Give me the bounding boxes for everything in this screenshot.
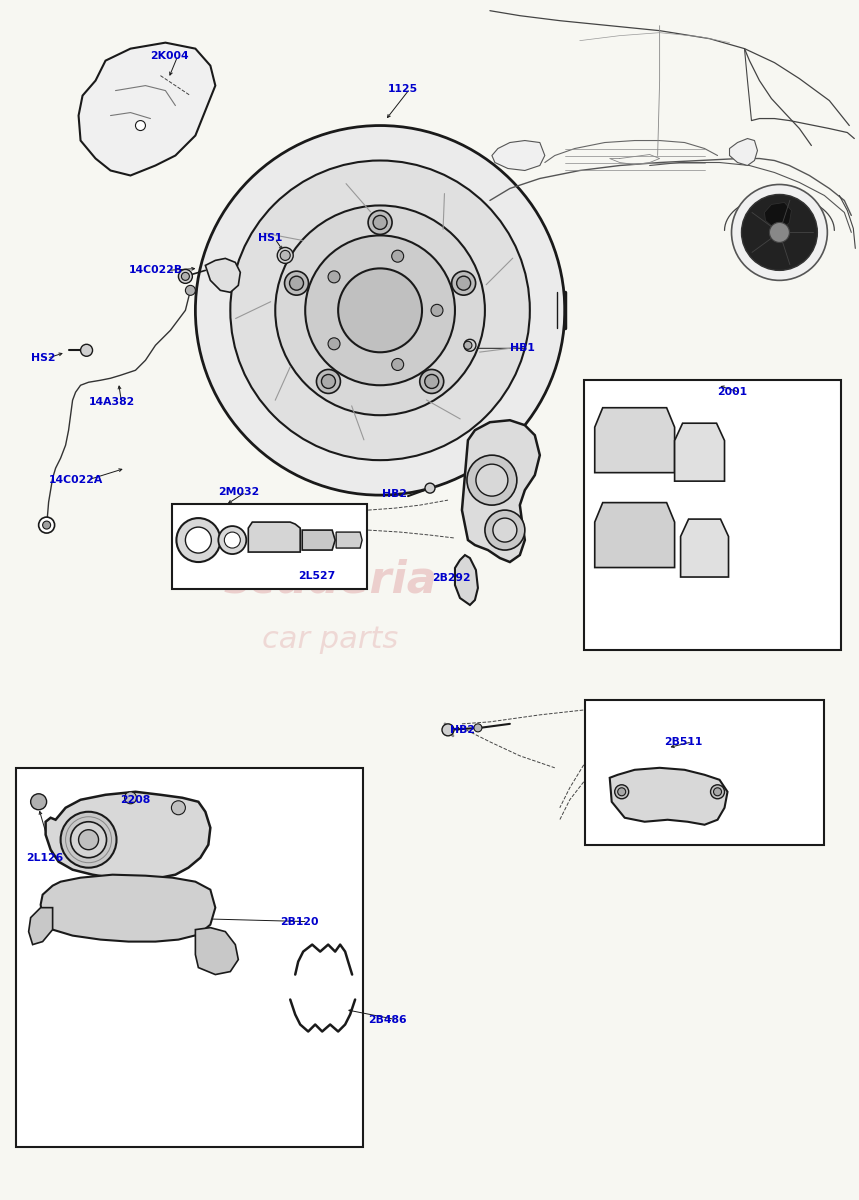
Circle shape xyxy=(732,185,827,281)
Circle shape xyxy=(392,359,404,371)
Circle shape xyxy=(464,340,476,352)
Circle shape xyxy=(618,787,625,796)
Circle shape xyxy=(328,338,340,349)
Text: HB2: HB2 xyxy=(450,725,475,734)
Circle shape xyxy=(328,271,340,283)
Circle shape xyxy=(710,785,724,799)
Bar xyxy=(15,768,363,1147)
Text: 14A382: 14A382 xyxy=(88,397,135,407)
Circle shape xyxy=(369,210,392,234)
Circle shape xyxy=(493,518,517,542)
Polygon shape xyxy=(729,138,758,166)
Text: 2B511: 2B511 xyxy=(665,737,703,746)
Circle shape xyxy=(218,526,247,554)
Polygon shape xyxy=(195,928,238,974)
Polygon shape xyxy=(336,532,362,548)
Text: scuderia: scuderia xyxy=(223,558,437,601)
Circle shape xyxy=(186,527,211,553)
Polygon shape xyxy=(492,140,545,170)
Circle shape xyxy=(277,247,293,263)
Text: HB1: HB1 xyxy=(510,343,535,353)
Text: 2M032: 2M032 xyxy=(218,487,259,497)
Circle shape xyxy=(425,484,435,493)
Circle shape xyxy=(43,521,51,529)
Text: 2L527: 2L527 xyxy=(298,571,336,581)
Circle shape xyxy=(431,305,443,317)
Text: 2B486: 2B486 xyxy=(369,1014,406,1025)
Polygon shape xyxy=(205,258,241,293)
Circle shape xyxy=(424,374,439,389)
Circle shape xyxy=(275,205,485,415)
Circle shape xyxy=(136,120,145,131)
Polygon shape xyxy=(594,408,674,473)
Bar xyxy=(173,504,367,589)
Polygon shape xyxy=(40,875,216,942)
Circle shape xyxy=(230,161,530,460)
Circle shape xyxy=(457,276,471,290)
Circle shape xyxy=(280,251,290,260)
Text: HS2: HS2 xyxy=(31,353,55,364)
Circle shape xyxy=(615,785,629,799)
Circle shape xyxy=(181,272,189,281)
Text: 2001: 2001 xyxy=(717,388,747,397)
Circle shape xyxy=(284,271,308,295)
Text: 2208: 2208 xyxy=(120,794,150,805)
Circle shape xyxy=(741,194,818,270)
Circle shape xyxy=(179,269,192,283)
Text: HB2: HB2 xyxy=(382,490,407,499)
Text: 1125: 1125 xyxy=(388,84,418,94)
Polygon shape xyxy=(674,424,724,481)
Circle shape xyxy=(224,532,241,548)
Circle shape xyxy=(476,464,508,496)
Circle shape xyxy=(770,222,789,242)
Circle shape xyxy=(176,518,221,562)
Text: 2B292: 2B292 xyxy=(432,574,471,583)
Circle shape xyxy=(39,517,55,533)
Circle shape xyxy=(78,829,99,850)
Text: 2K004: 2K004 xyxy=(150,50,189,61)
Circle shape xyxy=(467,455,517,505)
Polygon shape xyxy=(594,503,674,568)
Circle shape xyxy=(420,370,444,394)
Circle shape xyxy=(485,510,525,550)
Circle shape xyxy=(70,822,107,858)
Circle shape xyxy=(195,126,564,496)
Polygon shape xyxy=(248,522,300,552)
Circle shape xyxy=(442,724,454,736)
Circle shape xyxy=(316,370,340,394)
Circle shape xyxy=(464,341,472,349)
Text: 14C022B: 14C022B xyxy=(129,265,183,275)
Bar xyxy=(585,700,825,845)
Polygon shape xyxy=(765,203,791,228)
Circle shape xyxy=(373,216,387,229)
Circle shape xyxy=(172,800,186,815)
Circle shape xyxy=(31,793,46,810)
Circle shape xyxy=(392,250,404,262)
Polygon shape xyxy=(28,907,52,944)
Circle shape xyxy=(305,235,455,385)
Text: HS1: HS1 xyxy=(259,234,283,244)
Bar xyxy=(584,380,841,650)
Circle shape xyxy=(321,374,335,389)
Circle shape xyxy=(338,269,422,353)
Text: car parts: car parts xyxy=(262,625,399,654)
Polygon shape xyxy=(680,520,728,577)
Polygon shape xyxy=(455,556,478,605)
Circle shape xyxy=(81,344,93,356)
Polygon shape xyxy=(78,43,216,175)
Polygon shape xyxy=(610,768,728,824)
Polygon shape xyxy=(462,420,539,562)
Circle shape xyxy=(289,276,303,290)
Text: 2L126: 2L126 xyxy=(26,853,63,863)
Circle shape xyxy=(186,286,195,295)
Circle shape xyxy=(452,271,476,295)
Text: 14C022A: 14C022A xyxy=(49,475,103,485)
Text: 2B120: 2B120 xyxy=(280,917,319,926)
Circle shape xyxy=(474,724,482,732)
Circle shape xyxy=(61,811,117,868)
Polygon shape xyxy=(302,530,335,550)
Circle shape xyxy=(714,787,722,796)
Circle shape xyxy=(125,792,137,804)
Polygon shape xyxy=(46,792,210,880)
